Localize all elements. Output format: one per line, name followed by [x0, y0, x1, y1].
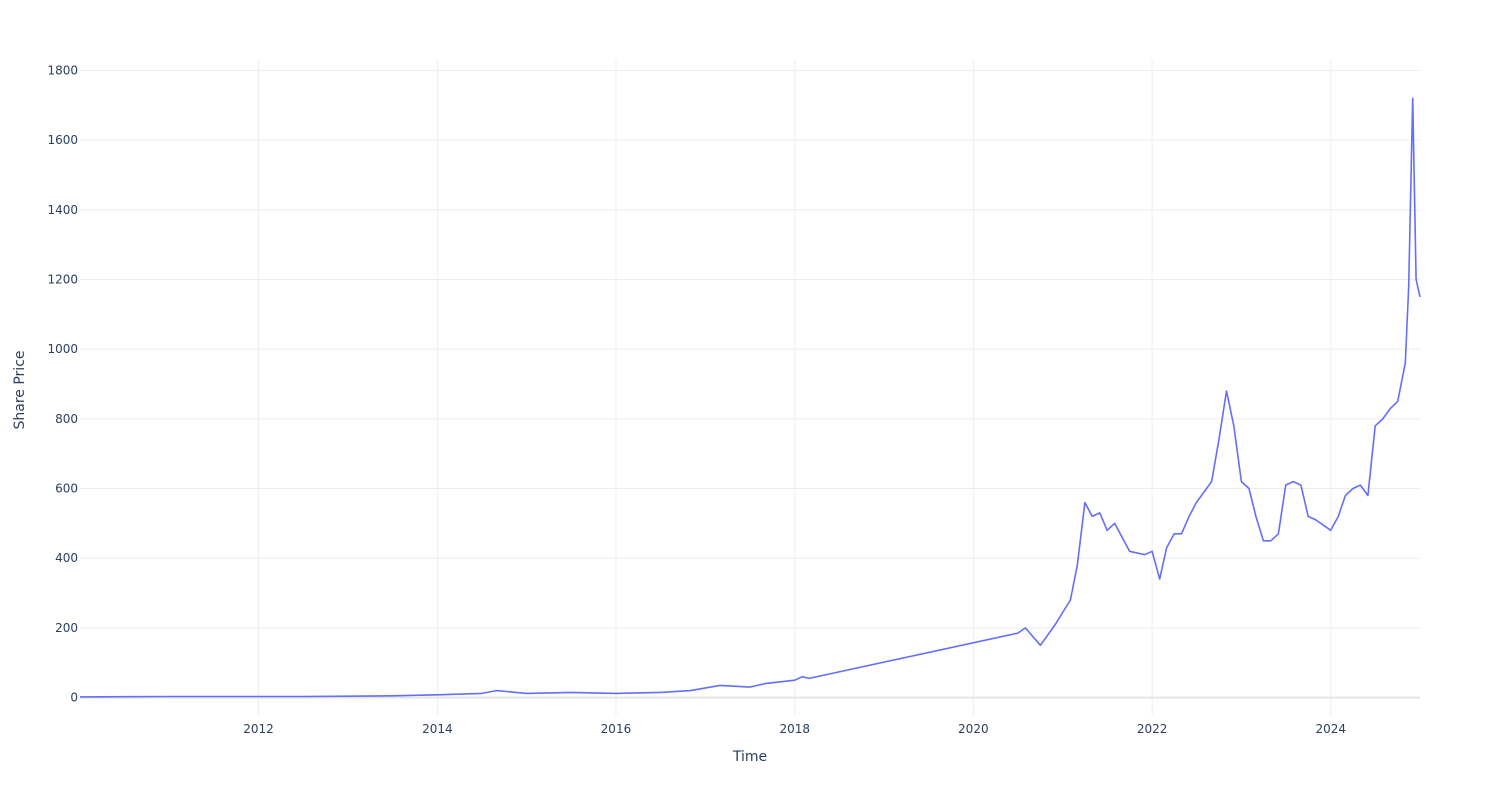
y-tick-label: 1000	[47, 342, 78, 356]
x-tick-label: 2022	[1137, 722, 1168, 736]
y-tick-label: 600	[55, 482, 78, 496]
x-tick-label: 2012	[243, 722, 274, 736]
y-tick-label: 1600	[47, 133, 78, 147]
y-tick-label: 1200	[47, 272, 78, 286]
x-tick-label: 2018	[779, 722, 810, 736]
x-tick-label: 2024	[1315, 722, 1346, 736]
x-tick-label: 2016	[601, 722, 632, 736]
x-tick-labels: 2012 2014 2016 2018 2020 2022 2024	[243, 722, 1346, 736]
series-layer	[79, 97, 1421, 698]
y-axis-title: Share Price	[12, 350, 28, 429]
grid-layer	[80, 60, 1420, 715]
x-tick-label: 2014	[422, 722, 453, 736]
y-tick-label: 400	[55, 551, 78, 565]
y-tick-label: 200	[55, 621, 78, 635]
series-line	[79, 97, 1421, 698]
x-tick-label: 2020	[958, 722, 989, 736]
x-axis-title: Time	[732, 749, 767, 765]
y-tick-label: 0	[70, 691, 78, 705]
y-tick-labels: 0 200 400 600 800 1000 1200 1400 1600 1800	[47, 63, 78, 704]
y-tick-label: 1800	[47, 63, 78, 77]
y-tick-label: 800	[55, 412, 78, 426]
y-tick-label: 1400	[47, 203, 78, 217]
